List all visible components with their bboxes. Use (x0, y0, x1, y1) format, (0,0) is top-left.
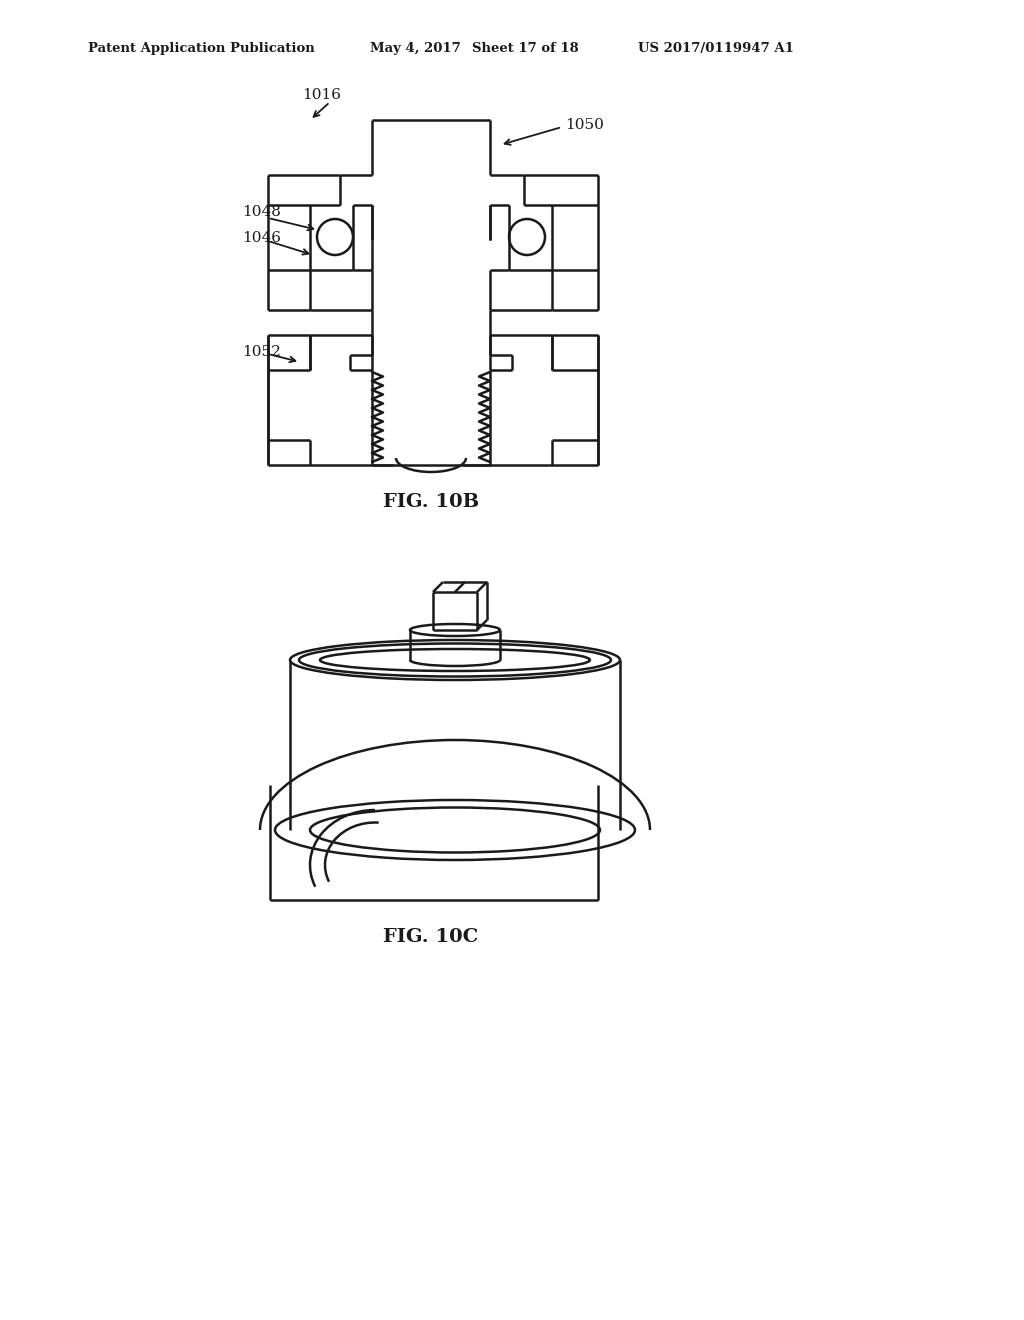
Text: May 4, 2017: May 4, 2017 (370, 42, 461, 55)
Text: 1052: 1052 (242, 345, 281, 359)
Text: 1016: 1016 (302, 88, 341, 102)
Text: FIG. 10C: FIG. 10C (383, 928, 478, 946)
Text: US 2017/0119947 A1: US 2017/0119947 A1 (638, 42, 794, 55)
Text: Patent Application Publication: Patent Application Publication (88, 42, 314, 55)
Text: 1046: 1046 (242, 231, 281, 246)
Text: 1050: 1050 (565, 117, 604, 132)
Text: Sheet 17 of 18: Sheet 17 of 18 (472, 42, 579, 55)
Text: FIG. 10B: FIG. 10B (383, 492, 479, 511)
Text: 1048: 1048 (242, 205, 281, 219)
